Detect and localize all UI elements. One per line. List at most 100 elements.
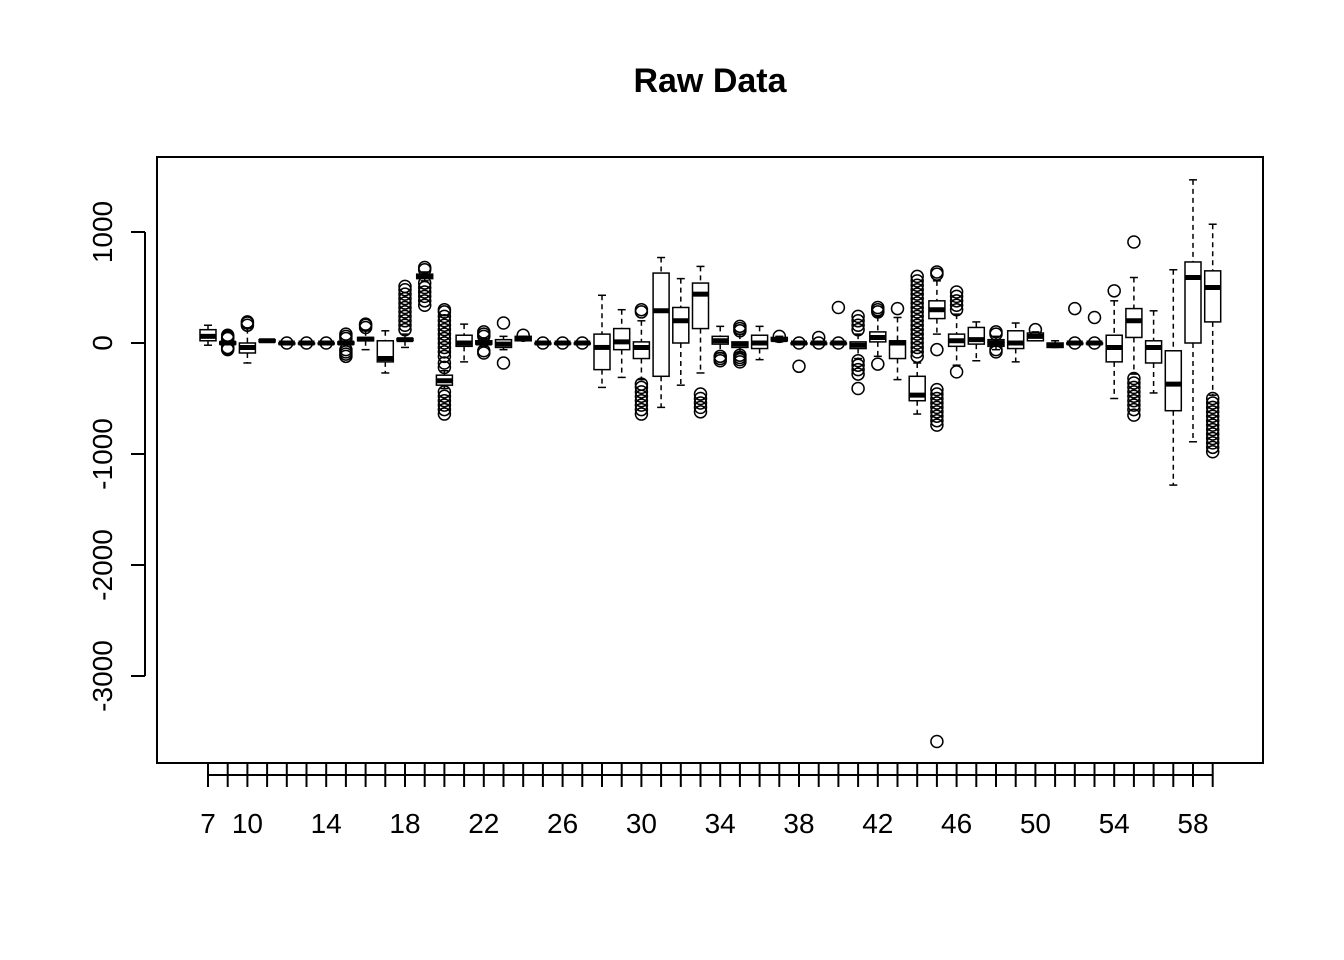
y-tick-label: -3000 [87,640,118,712]
plot-frame [156,156,1264,764]
outlier-point [930,382,944,397]
box-43 [1026,322,1045,342]
box-18 [534,336,552,350]
box-23 [632,302,651,421]
outlier-point [949,302,964,317]
outlier-point [930,391,944,406]
box-iqr [1184,261,1202,344]
outlier-point [437,398,452,412]
outlier-point [398,287,412,301]
box-25 [672,277,690,386]
outlier-point [1205,440,1220,455]
outlier-point [634,402,649,417]
outlier-point [910,314,924,328]
box-9 [356,317,375,351]
box-46 [1085,310,1104,350]
outlier-point [733,319,747,334]
outlier-point [811,336,826,350]
box-iqr [1164,350,1183,412]
outlier-point [634,302,649,317]
x-tick-label: 42 [862,808,893,839]
outlier-point [1127,393,1141,408]
outlier-point [930,396,944,410]
outlier-point [555,336,570,350]
outlier-point [890,301,905,316]
x-tick-label: 34 [705,808,736,839]
outlier-point [1205,436,1220,450]
outlier-point [417,289,432,304]
outlier-point [949,365,964,379]
box-16 [494,316,513,370]
box-24 [652,256,670,409]
outlier-point [496,316,511,330]
outlier-point [319,336,333,350]
outlier-point [437,349,452,364]
box-49 [1144,310,1163,394]
outlier-point [280,336,294,350]
x-tick-label: 58 [1177,808,1208,839]
outlier-point [910,331,924,346]
outlier-point [910,340,924,355]
x-tick-label: 54 [1099,808,1130,839]
outlier-point [792,359,806,374]
box-27 [711,325,729,368]
box-8 [337,327,355,364]
outlier-point [930,342,944,357]
outlier-point [910,349,924,364]
outlier-point [634,380,649,395]
box-50 [1164,268,1183,486]
outlier-point [398,318,412,332]
outlier-point [733,348,747,362]
outlier-point [772,329,787,344]
outlier-point [299,336,314,350]
outlier-point [1028,322,1043,337]
x-tick-label: 46 [941,808,972,839]
outlier-point [634,407,649,421]
outlier-point [989,342,1003,357]
outlier-point [851,322,865,337]
box-12 [415,260,434,313]
outlier-point [1205,413,1220,428]
outlier-point [910,300,924,315]
outlier-point [910,305,924,319]
outlier-point [851,362,865,377]
box-30 [770,329,789,344]
outlier-point [910,336,924,350]
outlier-point [398,309,412,324]
chart-title: Raw Data [633,62,787,100]
box-19 [553,336,572,350]
outlier-point [437,331,452,346]
outlier-point [910,322,924,337]
box-32 [809,330,828,350]
outlier-point [930,265,944,279]
outlier-point [437,309,452,324]
outlier-point [417,280,432,295]
outlier-point [240,315,255,329]
x-tick-label: 30 [626,808,657,839]
box-20 [573,336,592,350]
box-iqr [1144,340,1163,364]
outlier-point [930,418,944,432]
outlier-point [358,317,373,331]
outlier-point [437,314,452,328]
outlier-point [634,385,649,399]
box-31 [790,336,808,374]
outlier-point [398,322,412,337]
box-7 [317,336,335,350]
outlier-point [417,285,432,299]
box-37 [908,269,926,415]
outlier-point [1068,336,1082,350]
outlier-point [437,336,452,350]
outlier-point [910,318,924,332]
outlier-point [851,358,865,372]
outlier-point [634,377,649,391]
y-axis: 1000 0 -1000 -2000 -3000 [87,201,146,712]
outlier-point [339,342,353,357]
outlier-point [437,356,452,370]
outlier-point [871,357,885,371]
outlier-point [871,300,885,315]
outlier-point [851,309,865,324]
outlier-point [1127,235,1141,249]
x-tick-label: 18 [389,808,420,839]
outlier-point [1205,431,1220,446]
